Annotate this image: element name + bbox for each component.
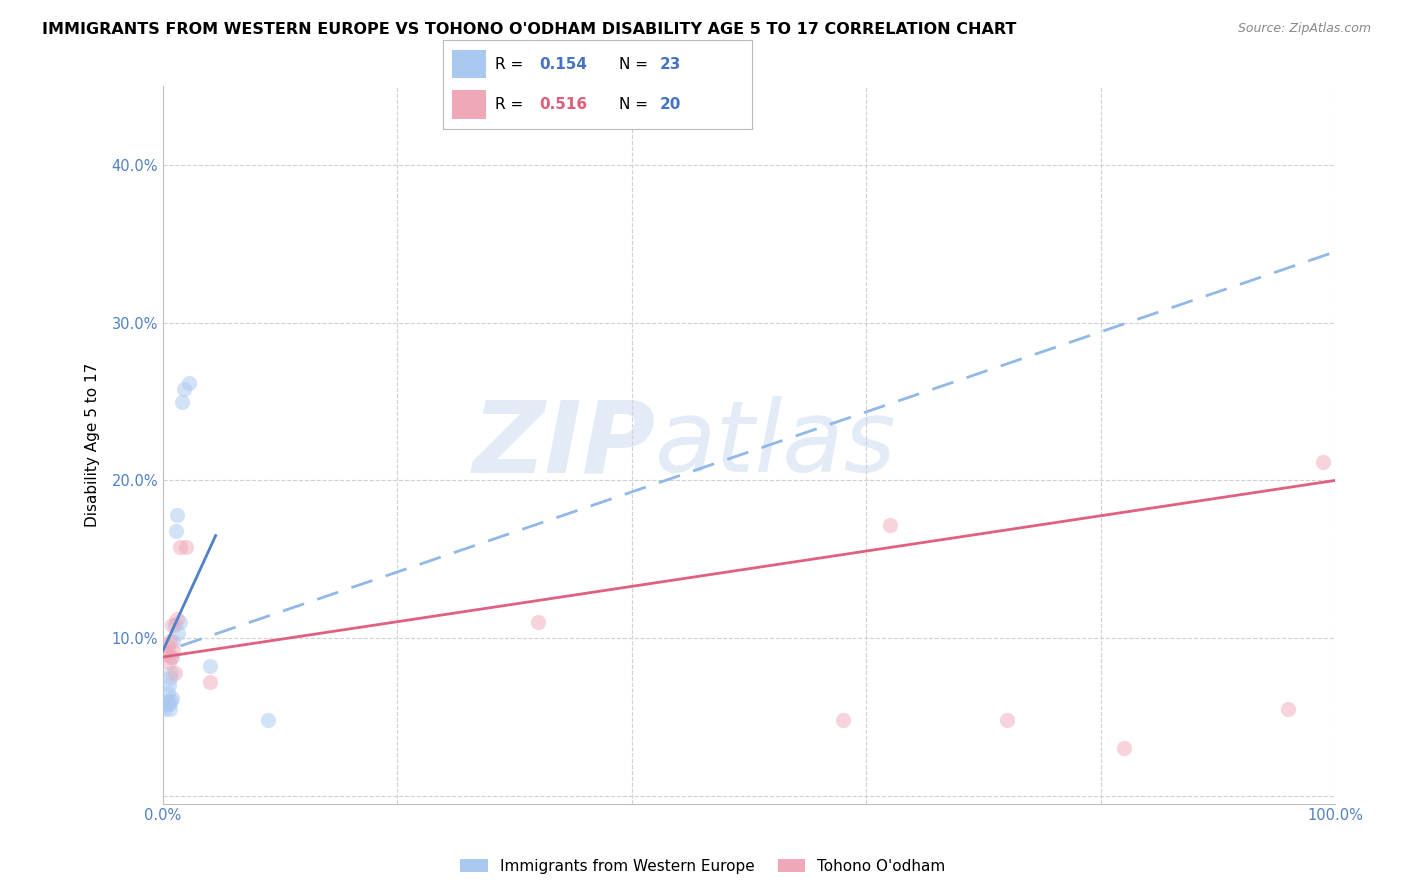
Point xyxy=(879,517,901,532)
Point xyxy=(163,618,186,632)
Point xyxy=(995,713,1018,727)
Point xyxy=(169,615,191,630)
Point xyxy=(155,647,177,661)
Point xyxy=(162,691,184,706)
Text: N =: N = xyxy=(619,57,652,71)
Point xyxy=(156,686,179,700)
Point xyxy=(165,524,187,538)
Point xyxy=(527,615,550,630)
Point xyxy=(162,643,184,657)
Text: 23: 23 xyxy=(659,57,681,71)
Text: R =: R = xyxy=(495,97,529,112)
Point xyxy=(167,626,190,640)
Text: atlas: atlas xyxy=(655,396,897,493)
Y-axis label: Disability Age 5 to 17: Disability Age 5 to 17 xyxy=(86,363,100,527)
Point xyxy=(159,634,181,648)
Point xyxy=(176,540,198,554)
Text: IMMIGRANTS FROM WESTERN EUROPE VS TOHONO O'ODHAM DISABILITY AGE 5 TO 17 CORRELAT: IMMIGRANTS FROM WESTERN EUROPE VS TOHONO… xyxy=(42,22,1017,37)
Point xyxy=(156,694,179,708)
Point xyxy=(177,376,200,390)
Point xyxy=(160,665,183,680)
Text: 0.516: 0.516 xyxy=(538,97,586,112)
Point xyxy=(198,659,221,673)
Point xyxy=(162,634,184,648)
Point xyxy=(157,698,180,712)
Point xyxy=(163,665,186,680)
Text: R =: R = xyxy=(495,57,529,71)
Bar xyxy=(453,50,486,78)
Text: N =: N = xyxy=(619,97,652,112)
Point xyxy=(159,671,181,685)
Text: 20: 20 xyxy=(659,97,681,112)
Point xyxy=(831,713,853,727)
Point xyxy=(198,675,221,690)
Legend: Immigrants from Western Europe, Tohono O'odham: Immigrants from Western Europe, Tohono O… xyxy=(454,853,952,880)
Point xyxy=(157,678,180,692)
Bar xyxy=(453,90,486,119)
Point xyxy=(155,643,177,657)
Point xyxy=(1312,454,1334,468)
Point xyxy=(159,702,181,716)
Point xyxy=(155,698,177,712)
Point xyxy=(162,650,184,665)
Text: ZIP: ZIP xyxy=(472,396,655,493)
Point xyxy=(257,713,280,727)
Point xyxy=(156,639,179,653)
Point xyxy=(1277,702,1299,716)
Point xyxy=(160,650,183,665)
Point xyxy=(169,540,191,554)
Text: 0.154: 0.154 xyxy=(538,57,586,71)
Point xyxy=(1112,741,1135,756)
Point xyxy=(157,655,180,669)
Point xyxy=(155,702,177,716)
Point xyxy=(166,612,188,626)
Point xyxy=(160,694,183,708)
Point xyxy=(166,508,188,523)
Point xyxy=(162,618,184,632)
Point xyxy=(173,382,195,396)
Point xyxy=(170,394,193,409)
Text: Source: ZipAtlas.com: Source: ZipAtlas.com xyxy=(1237,22,1371,36)
